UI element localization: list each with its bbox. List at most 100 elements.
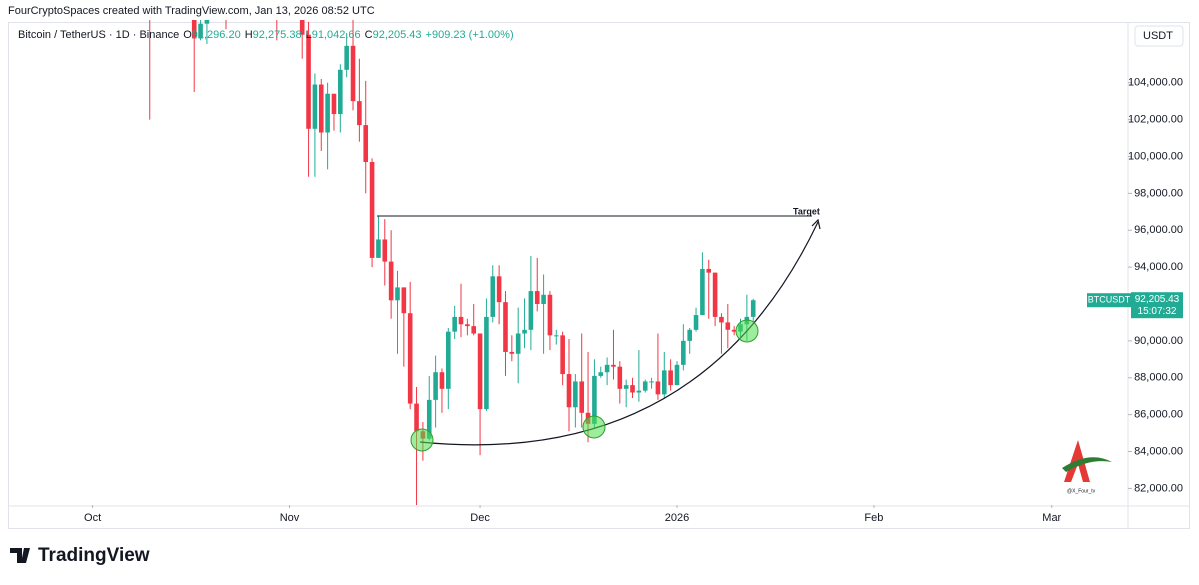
frame (8, 22, 1190, 529)
watermark-logo: @X_Four_tv (1062, 440, 1112, 494)
caption: FourCryptoSpaces created with TradingVie… (8, 5, 375, 17)
y-tick-label: 90,000.00 (1134, 335, 1183, 347)
candle-body (496, 276, 502, 303)
brand: TradingView (10, 545, 150, 566)
candle-body (484, 316, 489, 410)
candle-body (490, 276, 496, 317)
candle-body (712, 272, 718, 317)
candle-body (579, 381, 585, 413)
candle-body (553, 335, 559, 337)
candle-body (636, 390, 642, 393)
candle-body (363, 125, 369, 162)
candle-body (376, 239, 381, 258)
ohlc-value: 91,296.20 (192, 29, 241, 41)
candle-body (312, 84, 318, 129)
ohlc-key: H (245, 29, 253, 41)
candle-body (611, 364, 616, 367)
y-tick-label: 88,000.00 (1134, 372, 1183, 384)
ohlc-value: 92,205.43 (373, 29, 422, 41)
support-circle (735, 319, 759, 343)
candle-body (693, 315, 699, 330)
candle-body (630, 385, 635, 393)
target-label: Target (793, 206, 820, 216)
candle-body (503, 302, 508, 352)
x-tick-label: Mar (1042, 512, 1061, 524)
candle-body (388, 261, 394, 301)
candle-body (655, 381, 661, 395)
y-tick-label: 82,000.00 (1134, 482, 1183, 494)
candle-body (617, 366, 623, 389)
candle-body (750, 300, 756, 317)
symbol-label: BTCUSDT (1088, 295, 1131, 305)
y-tick-label: 94,000.00 (1134, 261, 1183, 273)
x-tick-label: Dec (470, 512, 490, 524)
change: +909.23 (+1.00%) (426, 29, 514, 41)
candle-body (446, 331, 451, 389)
candle-body (687, 329, 692, 341)
candle-body (522, 329, 527, 334)
candle-body (325, 93, 330, 133)
x-tick-label: Oct (84, 512, 101, 524)
candle-body (439, 372, 445, 389)
candle-body (191, 20, 197, 39)
candle-body (465, 324, 470, 327)
currency: USDT (1143, 30, 1173, 42)
ohlc-value: 92,275.38 (253, 29, 302, 41)
price-tag (1131, 292, 1183, 319)
support-circle (410, 428, 434, 452)
last-price-label: 92,205.43 (1135, 294, 1180, 305)
candle-body (306, 34, 311, 129)
candle-body (547, 294, 553, 336)
drawings: Target (377, 206, 821, 452)
brand-logo (10, 548, 30, 563)
candle-body (674, 364, 680, 386)
candle-body (534, 291, 540, 304)
logo-swoosh (1062, 457, 1112, 472)
ohlc-key: L (306, 29, 312, 41)
legend: Bitcoin / TetherUS · 1D · Binance O91,296… (18, 29, 514, 41)
candle-body (528, 291, 534, 330)
candle-body (541, 294, 546, 304)
countdown: 15:07:32 (1138, 306, 1177, 317)
symbol-tag (1087, 293, 1131, 308)
candle-body (719, 316, 724, 323)
candle-body (661, 370, 667, 395)
candle-body (357, 101, 362, 126)
watermark-text: @X_Four_tv (1067, 488, 1096, 494)
brand-name: TradingView (38, 545, 150, 566)
support-circle (582, 415, 606, 439)
y-tick-label: 86,000.00 (1134, 409, 1183, 421)
candle-body (452, 316, 457, 332)
arc-arrow (811, 218, 821, 230)
candle-body (604, 364, 610, 373)
candle-body (471, 326, 477, 334)
candle-body (706, 268, 712, 273)
candle-body (331, 93, 337, 115)
candle-body (426, 399, 432, 439)
x-tick-label: Nov (280, 512, 300, 524)
x-tick-label: Feb (864, 512, 883, 524)
candle-body (204, 20, 210, 24)
y-tick-label: 98,000.00 (1134, 187, 1183, 199)
ohlc-value: 91,042.66 (312, 29, 361, 41)
candle-body (573, 381, 578, 408)
candle-body (369, 161, 375, 258)
y-tick-label: 84,000.00 (1134, 445, 1183, 457)
candle-body (623, 385, 629, 389)
candles (149, 20, 756, 505)
candle-body (725, 322, 731, 330)
ohlc-key: C (365, 29, 373, 41)
candle-body (681, 340, 686, 365)
candle-body (515, 333, 521, 354)
candle-body (560, 335, 565, 375)
candle-body (350, 45, 356, 102)
candle-body (642, 381, 648, 391)
candle-body (395, 287, 400, 301)
y-tick-label: 100,000.00 (1128, 150, 1183, 162)
candle-body (668, 370, 673, 386)
candle-body (433, 372, 438, 400)
candle-body (649, 381, 654, 383)
candle-body (566, 374, 572, 408)
